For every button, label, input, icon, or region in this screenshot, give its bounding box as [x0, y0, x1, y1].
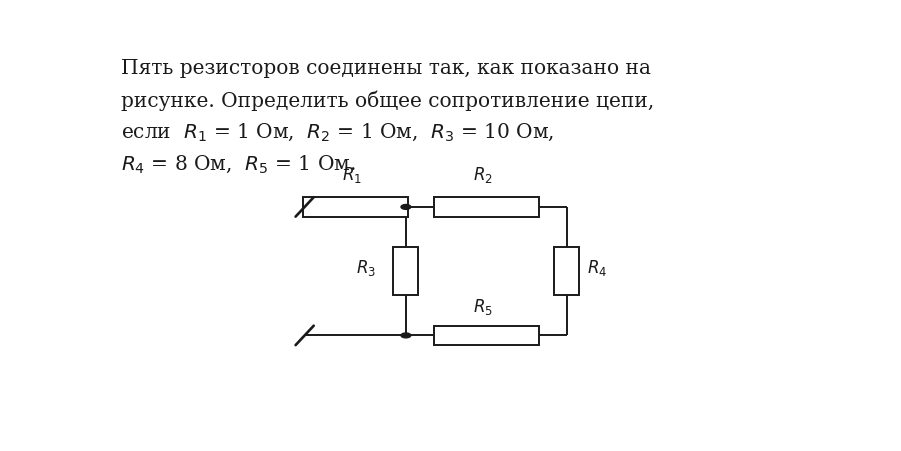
- Text: $R_2$: $R_2$: [473, 165, 493, 185]
- Bar: [434, 197, 539, 216]
- Bar: [304, 197, 408, 216]
- Text: рисунке. Определить общее сопротивление цепи,: рисунке. Определить общее сопротивление …: [121, 91, 654, 111]
- Text: если  $R_1$ = 1 Ом,  $R_2$ = 1 Ом,  $R_3$ = 10 Ом,: если $R_1$ = 1 Ом, $R_2$ = 1 Ом, $R_3$ =…: [121, 122, 554, 143]
- Bar: [434, 326, 539, 345]
- Circle shape: [401, 333, 411, 338]
- Bar: [554, 247, 579, 295]
- Text: $R_5$: $R_5$: [473, 297, 493, 317]
- Text: $R_3$: $R_3$: [356, 258, 376, 278]
- Text: Пять резисторов соединены так, как показано на: Пять резисторов соединены так, как показ…: [121, 60, 651, 78]
- Circle shape: [401, 204, 411, 209]
- Text: $R_1$: $R_1$: [342, 165, 362, 185]
- Text: $R_4$ = 8 Ом,  $R_5$ = 1 Ом.: $R_4$ = 8 Ом, $R_5$ = 1 Ом.: [121, 153, 356, 175]
- Text: $R_4$: $R_4$: [587, 258, 607, 278]
- Bar: [394, 247, 418, 295]
